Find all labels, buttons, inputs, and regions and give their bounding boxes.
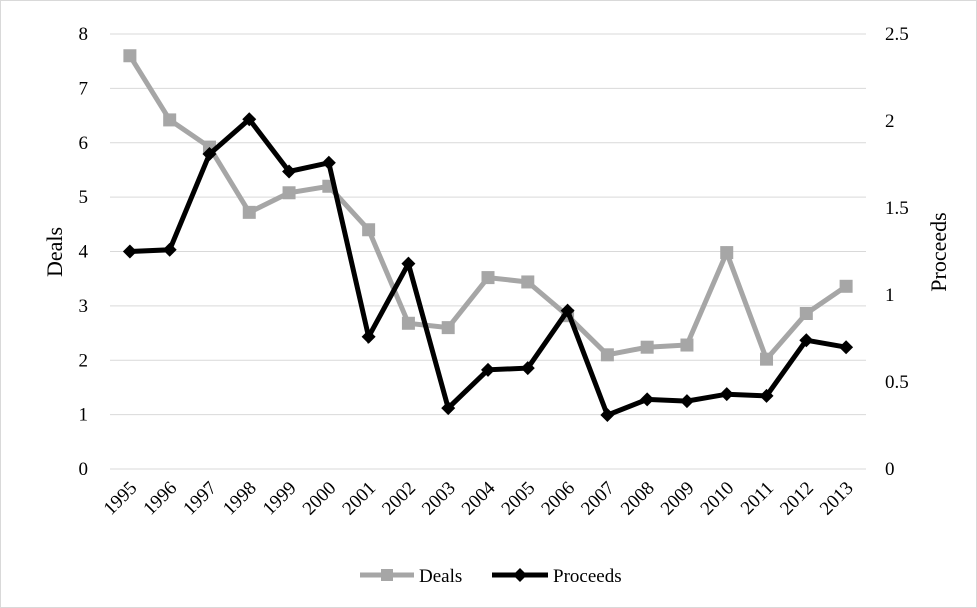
y-tick-label-left: 7 (79, 78, 89, 99)
x-tick-label: 2010 (697, 478, 739, 520)
data-point (362, 223, 376, 237)
legend-label-deals: Deals (419, 566, 462, 587)
data-point (202, 147, 217, 162)
data-point (163, 113, 177, 127)
x-axis-ticks: 1995199619971998199920002001200220032004… (100, 477, 858, 519)
x-tick-label: 2007 (577, 478, 619, 520)
x-tick-label: 1998 (219, 478, 261, 520)
data-point (759, 388, 774, 403)
legend-label-proceeds: Proceeds (553, 566, 622, 587)
series-deals (123, 49, 853, 366)
y-tick-label-left: 2 (79, 350, 89, 371)
data-point (600, 408, 615, 423)
data-point (839, 340, 854, 355)
data-point (401, 316, 415, 330)
data-point (720, 246, 734, 260)
data-point (600, 348, 614, 362)
y-axis-title-right: Proceeds (926, 212, 951, 291)
x-tick-label: 2004 (458, 477, 500, 519)
y-tick-label-right: 1.5 (885, 198, 909, 219)
data-point (640, 340, 654, 354)
data-point (481, 271, 495, 285)
x-tick-label: 2006 (537, 478, 579, 520)
data-point (521, 275, 535, 289)
x-tick-label: 2012 (776, 478, 818, 520)
data-point (321, 155, 336, 170)
y-tick-label-right: 0.5 (885, 372, 909, 393)
data-point (123, 49, 137, 63)
series-proceeds (122, 112, 854, 423)
x-tick-label: 1996 (140, 478, 182, 520)
x-tick-label: 2011 (737, 478, 778, 519)
data-point (361, 329, 376, 344)
y-tick-label-left: 6 (79, 133, 89, 154)
legend-marker-deals (381, 569, 393, 581)
y-tick-label-right: 2.5 (885, 24, 909, 45)
y-tick-label-left: 5 (79, 187, 89, 208)
data-point (242, 112, 257, 127)
legend: Deals Proceeds (360, 566, 622, 587)
gridlines (110, 33, 866, 470)
data-point (122, 244, 137, 259)
y-axis-title-left: Deals (42, 227, 67, 277)
data-point (242, 205, 256, 219)
data-point (282, 186, 296, 200)
data-point (799, 333, 814, 348)
y-tick-label-right: 1 (885, 285, 895, 306)
data-point (799, 306, 813, 320)
data-point (520, 361, 535, 376)
x-tick-label: 2002 (378, 478, 420, 520)
data-point (760, 352, 774, 366)
y-tick-label-left: 0 (79, 459, 89, 480)
x-tick-label: 2001 (338, 478, 380, 520)
data-point (839, 279, 853, 293)
data-point (401, 256, 416, 271)
legend-marker-proceeds (513, 568, 527, 582)
y-tick-label-left: 8 (79, 24, 89, 45)
right-axis-ticks: 0 0.5 1 1.5 2 2.5 (885, 24, 909, 480)
y-tick-label-left: 1 (79, 405, 89, 426)
x-tick-label: 2008 (617, 478, 659, 520)
series-layer (122, 49, 854, 423)
legend-item-deals: Deals (360, 566, 462, 587)
data-point (640, 392, 655, 407)
data-point (162, 242, 177, 257)
series-line-deals (127, 54, 848, 365)
y-tick-label-left: 3 (79, 296, 89, 317)
x-tick-label: 2000 (299, 478, 341, 520)
data-point (441, 321, 455, 335)
y-tick-label-right: 0 (885, 459, 895, 480)
left-axis-ticks: 0 1 2 3 4 5 6 7 8 (79, 24, 89, 480)
x-tick-label: 2013 (816, 478, 858, 520)
x-tick-label: 1999 (259, 478, 301, 520)
data-point (719, 387, 734, 402)
legend-item-proceeds: Proceeds (492, 566, 622, 587)
data-point (282, 164, 297, 179)
y-tick-label-left: 4 (79, 242, 89, 263)
data-point (679, 394, 694, 409)
data-point (680, 338, 694, 352)
x-tick-label: 1997 (179, 478, 221, 520)
data-point (560, 303, 575, 318)
x-tick-label: 2003 (418, 478, 460, 520)
x-tick-label: 2009 (657, 478, 699, 520)
y-tick-label-right: 2 (885, 111, 895, 132)
data-point (441, 401, 456, 416)
data-point (481, 362, 495, 377)
x-tick-label: 1995 (100, 478, 142, 520)
x-tick-label: 2005 (498, 478, 540, 520)
